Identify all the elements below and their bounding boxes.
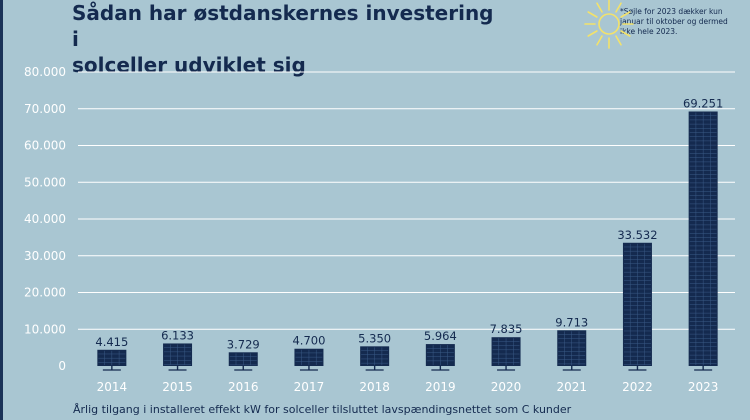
- y-tick-label: 10.000: [24, 322, 66, 336]
- y-tick-label: 40.000: [24, 212, 66, 226]
- bar-2018: [360, 346, 390, 371]
- x-tick-label-2020: 2020: [491, 380, 522, 394]
- value-label-2017: 4.700: [292, 334, 325, 348]
- x-tick-label-2023: 2023: [688, 380, 719, 394]
- sun-ray: [615, 35, 622, 46]
- sun-ray: [620, 30, 631, 37]
- value-label-2022: 33.532: [617, 228, 657, 242]
- x-tick-label-2019: 2019: [425, 380, 456, 394]
- footnote-2023: *Søjle for 2023 dækker kun januar til ok…: [620, 7, 728, 36]
- bar-2015: [163, 343, 193, 371]
- x-tick-label-2014: 2014: [97, 380, 128, 394]
- y-tick-label: 20.000: [24, 286, 66, 300]
- y-tick-label: 50.000: [24, 175, 66, 189]
- bar-2020: [491, 337, 521, 371]
- y-tick-label: 30.000: [24, 249, 66, 263]
- value-label-2023: 69.251: [683, 97, 723, 111]
- sun-ray: [587, 11, 598, 18]
- sun-ray: [587, 30, 598, 37]
- value-label-2015: 6.133: [161, 328, 194, 342]
- x-tick-label-2015: 2015: [162, 380, 193, 394]
- sun-ray: [615, 2, 622, 13]
- chart-title-line-2: solceller udviklet sig: [72, 53, 306, 77]
- sun-ray: [620, 11, 631, 18]
- chart-caption: Årlig tilgang i installeret effekt kW fo…: [73, 403, 572, 416]
- value-labels: 4.415 6.133 3.729 4.700 5.350 5.964 7.835 9.713…: [95, 97, 723, 352]
- y-tick-label: 70.000: [24, 102, 66, 116]
- sun-disc: [598, 13, 620, 35]
- y-tick-label: 0: [58, 359, 66, 373]
- chart-title: Sådan har østdanskernes investering i so…: [72, 0, 502, 78]
- bar-2021: [557, 330, 587, 371]
- value-label-2019: 5.964: [424, 329, 457, 343]
- bar-2017: [294, 348, 324, 371]
- value-label-2016: 3.729: [227, 337, 260, 351]
- x-tick-label-2017: 2017: [294, 380, 325, 394]
- bar-2014: [97, 349, 127, 371]
- sun-icon: [584, 0, 634, 49]
- y-tick-label: 60.000: [24, 139, 66, 153]
- bar-2019: [425, 344, 455, 371]
- x-tick-label-2018: 2018: [359, 380, 390, 394]
- x-tick-label-2022: 2022: [622, 380, 653, 394]
- bars: [97, 111, 718, 371]
- bar-2016: [228, 352, 258, 371]
- value-label-2021: 9.713: [555, 315, 588, 329]
- bar-2022: [622, 242, 652, 371]
- x-tick-label-2016: 2016: [228, 380, 259, 394]
- chart-title-line-1: Sådan har østdanskernes investering i: [72, 1, 494, 51]
- bar-2023: [688, 111, 718, 371]
- value-label-2018: 5.350: [358, 331, 391, 345]
- x-axis-tick-labels: 2014 2015 2016 2017 2018 2019 2020 2021 2022 2023: [97, 380, 719, 394]
- sun-ray: [596, 35, 603, 46]
- value-label-2014: 4.415: [95, 335, 128, 349]
- left-edge-line: [0, 0, 3, 420]
- y-tick-label: 80.000: [24, 65, 66, 79]
- sun-ray: [596, 2, 603, 13]
- x-tick-label-2021: 2021: [556, 380, 587, 394]
- value-label-2020: 7.835: [490, 322, 523, 336]
- y-axis-tick-labels: 0 10.000 20.000 30.000 40.000 50.000 60.000 70.…: [24, 65, 66, 373]
